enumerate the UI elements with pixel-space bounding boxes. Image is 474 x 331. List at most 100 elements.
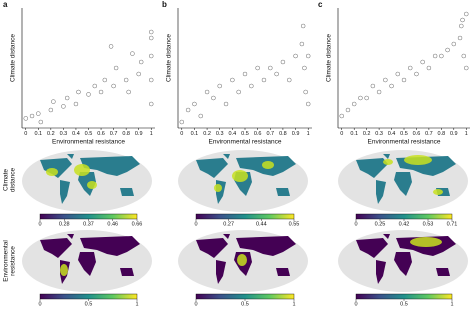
- x-axis-title: Environmental resistance: [52, 139, 125, 146]
- point: [364, 95, 369, 101]
- colorbar-tick-label: 0.5: [85, 301, 93, 307]
- world-map: [22, 230, 152, 292]
- point: [242, 71, 248, 77]
- point: [274, 71, 279, 77]
- point: [293, 53, 298, 59]
- colorbar: [355, 293, 453, 300]
- point: [36, 111, 41, 116]
- x-tick-label: 0.8: [438, 131, 446, 137]
- point: [236, 89, 241, 95]
- colorbar-tick-label: 0.71: [447, 221, 458, 227]
- x-tick-label: 1: [465, 131, 468, 137]
- x-tick-label: 0.6: [413, 131, 421, 137]
- point: [389, 83, 394, 89]
- point: [426, 65, 432, 71]
- x-tick-label: 0.5: [241, 131, 249, 137]
- x-tick-label: 1: [307, 131, 310, 137]
- map-highlight: [410, 237, 442, 247]
- x-tick-label: 0.5: [85, 131, 93, 137]
- colorbar-tick-label: 0: [194, 221, 197, 227]
- point: [185, 107, 191, 113]
- point: [61, 104, 66, 109]
- x-tick-label: 0.4: [72, 131, 80, 137]
- colorbar-tick-label: 0.28: [59, 221, 70, 227]
- colorbar-tick-label: 0.66: [132, 221, 143, 227]
- point: [123, 77, 129, 83]
- colorbar-tick-label: 0: [194, 301, 197, 307]
- map-highlight: [237, 254, 247, 266]
- point: [130, 51, 135, 56]
- world-map: [178, 150, 308, 212]
- x-tick-label: 0.6: [97, 131, 105, 137]
- x-tick-label: 0.4: [229, 131, 237, 137]
- row-label: Environmental: [3, 240, 10, 282]
- map-highlight: [87, 181, 97, 189]
- point: [98, 89, 104, 95]
- point: [92, 83, 98, 89]
- x-tick-label: 0.2: [203, 131, 211, 137]
- colorbar-tick-label: 0.27: [223, 221, 234, 227]
- point: [29, 113, 35, 119]
- colorbar-tick-label: 0.5: [241, 301, 249, 307]
- x-tick-label: 0.1: [350, 131, 358, 137]
- x-tick-label: 0.3: [375, 131, 383, 137]
- colorbar-tick-label: 0.46: [107, 221, 118, 227]
- point: [300, 23, 306, 29]
- point: [217, 83, 222, 89]
- colorbar-tick-label: 0.55: [289, 221, 300, 227]
- colorbar-tick-label: 0.37: [83, 221, 94, 227]
- point: [464, 11, 469, 17]
- row-label: distance: [10, 168, 17, 193]
- point: [261, 77, 267, 83]
- map-highlight: [46, 168, 58, 176]
- x-tick-label: 1: [150, 131, 153, 137]
- panel-label: c: [318, 0, 323, 9]
- point: [305, 101, 311, 107]
- point: [451, 41, 457, 47]
- x-tick-label: 0.2: [363, 131, 371, 137]
- colorbar-tick-label: 0.25: [375, 221, 386, 227]
- colorbar: [195, 213, 295, 220]
- point: [302, 65, 307, 71]
- colorbar-tick-label: 1: [135, 301, 138, 307]
- point: [148, 101, 154, 107]
- point: [464, 65, 469, 71]
- colorbar-tick-label: 0.5: [400, 301, 408, 307]
- y-axis-title: Climate distance: [166, 34, 173, 82]
- x-tick-label: 0.5: [400, 131, 408, 137]
- point: [204, 89, 210, 95]
- point: [339, 113, 344, 119]
- world-map: [178, 230, 308, 292]
- point: [148, 53, 154, 59]
- map-highlight: [74, 164, 90, 176]
- colorbar-tick-label: 0: [38, 301, 41, 307]
- point: [179, 119, 185, 125]
- map-highlight: [214, 184, 222, 192]
- y-axis-title: Climate distance: [326, 34, 333, 82]
- x-tick-label: 0.8: [279, 131, 287, 137]
- map-highlight: [60, 264, 68, 276]
- colorbar-tick-label: 1: [292, 301, 295, 307]
- point: [395, 71, 401, 77]
- colorbar-tick-label: 1: [450, 301, 453, 307]
- point: [420, 59, 425, 65]
- panel-label: b: [162, 0, 167, 9]
- x-tick-label: 0.9: [135, 131, 143, 137]
- colorbar-tick-label: 0: [38, 221, 41, 227]
- x-tick-label: 0.7: [266, 131, 274, 137]
- point: [138, 59, 144, 65]
- point: [249, 83, 254, 89]
- x-tick-label: 0.1: [34, 131, 42, 137]
- x-axis-title: Environmental resistance: [209, 139, 282, 146]
- point: [192, 101, 197, 107]
- x-tick-label: 0.1: [191, 131, 199, 137]
- x-tick-label: 0.4: [388, 131, 396, 137]
- world-map: [22, 150, 152, 212]
- point: [38, 119, 44, 125]
- point: [358, 95, 363, 101]
- panel-label: a: [3, 0, 8, 9]
- x-tick-label: 0: [24, 131, 27, 137]
- y-axis-title: Climate distance: [10, 34, 17, 82]
- x-tick-label: 0.6: [254, 131, 262, 137]
